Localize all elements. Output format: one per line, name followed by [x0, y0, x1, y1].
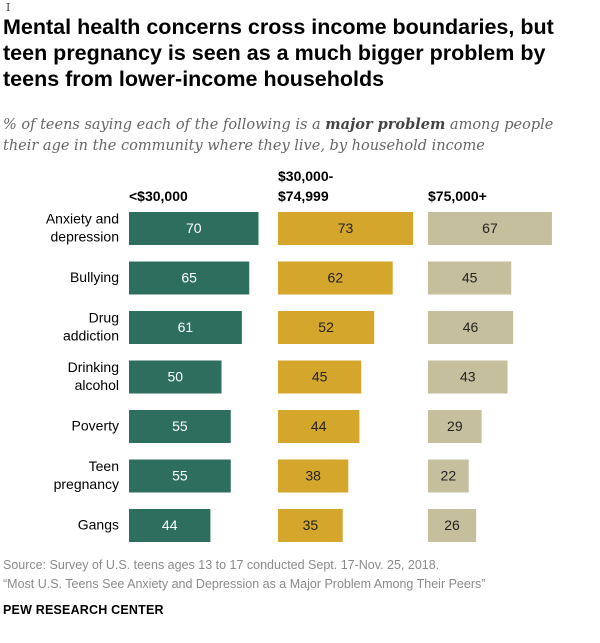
bar-bullying-series-2: [278, 261, 393, 295]
text-cursor-icon: I: [6, 1, 11, 14]
data-label: 43: [460, 369, 476, 385]
data-label: 44: [311, 418, 327, 434]
column-header-2: $30,000-$74,999: [278, 168, 334, 204]
chart-title: Mental health concerns cross income boun…: [3, 15, 554, 91]
bar-drug-addiction-series-2: [278, 311, 375, 344]
data-label: 35: [303, 517, 319, 533]
source-note: Source: Survey of U.S. teens ages 13 to …: [3, 556, 598, 594]
data-label: 70: [186, 220, 202, 236]
bar-bullying-series-3: [428, 261, 512, 295]
organization-name: PEW RESEARCH CENTER: [3, 603, 164, 617]
category-label-poverty: Poverty: [72, 417, 119, 433]
category-label-bullying: Bullying: [70, 269, 119, 285]
subtitle-emphasis: major problem: [325, 116, 446, 133]
bar-chart: <$30,000 $30,000-$74,999 $75,000+ Anxiety a…: [46, 168, 552, 542]
data-label: 67: [482, 220, 498, 236]
data-label: 46: [463, 319, 479, 335]
column-header-3: $75,000+: [428, 188, 487, 204]
data-label: 50: [167, 369, 183, 385]
bar-poverty-series-2: [278, 410, 360, 443]
data-label: 26: [444, 517, 460, 533]
bar-drinking-alcohol-series-2: [278, 360, 362, 394]
data-label: 45: [462, 270, 478, 286]
bar-anxiety-and-depression-series-2: [278, 212, 414, 245]
data-label: 44: [162, 517, 178, 533]
category-label-anxiety-and-depression: Anxiety and depression: [46, 210, 119, 244]
subtitle-text-end: among people their age in the community …: [3, 117, 554, 154]
column-header-1: <$30,000: [129, 188, 188, 204]
data-label: 73: [338, 220, 354, 236]
bar-drinking-alcohol-series-1: [129, 360, 222, 394]
bar-anxiety-and-depression-series-3: [428, 212, 552, 245]
bar-poverty-series-1: [129, 410, 231, 443]
chart-subtitle: % of teens saying each of the following …: [3, 114, 593, 157]
data-label: 29: [447, 418, 463, 434]
data-label: 52: [318, 319, 334, 335]
bar-drug-addiction-series-3: [428, 311, 514, 344]
category-label-teen-pregnancy: Teen pregnancy: [54, 458, 119, 492]
category-label-drinking-alcohol: Drinking alcohol: [68, 359, 119, 393]
bar-gangs-series-2: [278, 509, 343, 542]
bar-gangs-series-1: [129, 509, 211, 542]
data-label: 55: [172, 418, 188, 434]
source-line: Source: Survey of U.S. teens ages 13 to …: [3, 558, 440, 572]
bar-gangs-series-3: [428, 509, 477, 542]
bar-bullying-series-1: [129, 261, 250, 295]
bar-teen-pregnancy-series-2: [278, 459, 349, 493]
bar-teen-pregnancy-series-1: [129, 459, 231, 493]
bar-drinking-alcohol-series-3: [428, 360, 508, 394]
data-label: 22: [441, 468, 457, 484]
data-label: 45: [312, 369, 328, 385]
bar-drug-addiction-series-1: [129, 311, 242, 344]
bar-poverty-series-3: [428, 410, 482, 443]
bar-anxiety-and-depression-series-1: [129, 212, 259, 245]
category-label-drug-addiction: Drug addiction: [63, 309, 119, 343]
report-title-line: “Most U.S. Teens See Anxiety and Depress…: [3, 577, 486, 591]
subtitle-text-start: % of teens saying each of the following …: [3, 117, 326, 133]
data-label: 62: [328, 270, 344, 286]
data-label: 61: [178, 319, 194, 335]
data-label: 55: [172, 468, 188, 484]
data-label: 65: [181, 270, 197, 286]
category-label-gangs: Gangs: [78, 516, 119, 532]
bar-teen-pregnancy-series-3: [428, 459, 469, 493]
data-label: 38: [305, 468, 321, 484]
